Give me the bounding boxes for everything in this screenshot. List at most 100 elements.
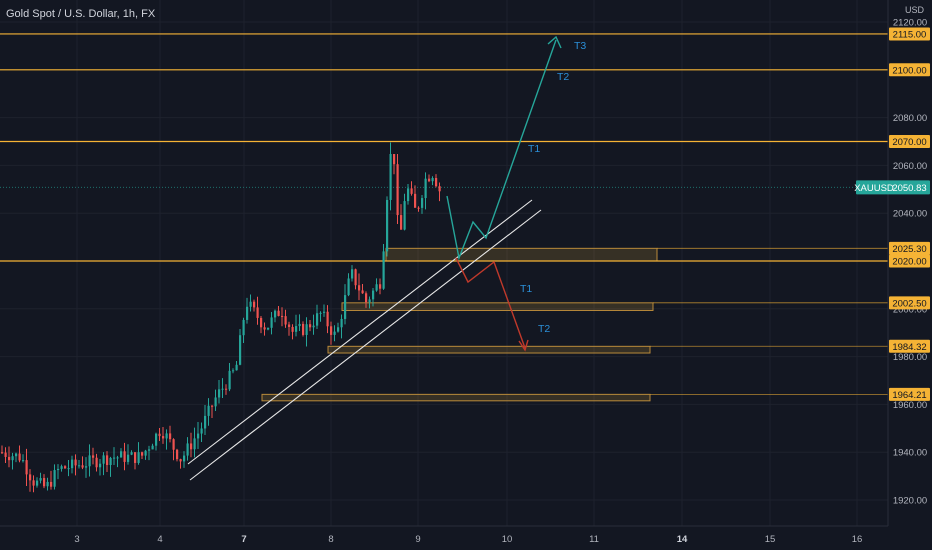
chart-title: Gold Spot / U.S. Dollar, 1h, FX [6, 8, 156, 20]
candle-body [162, 436, 165, 439]
candle-body [347, 278, 350, 296]
candle-body [424, 178, 427, 199]
candle-body [123, 451, 126, 462]
candle-body [400, 215, 403, 230]
candle-body [71, 459, 74, 469]
candle-body [333, 331, 336, 335]
candle-body [15, 453, 18, 457]
time-tick-label: 15 [765, 534, 776, 545]
bearish-target-label: T2 [538, 323, 550, 335]
candle-body [155, 433, 158, 446]
candle-body [396, 164, 399, 216]
price-level-tag [889, 296, 930, 310]
candle-body [120, 451, 123, 458]
time-tick-label: 16 [852, 534, 863, 545]
candle-body [151, 445, 154, 450]
candle-body [340, 318, 343, 328]
candle-body [204, 415, 207, 429]
candle-body [25, 460, 28, 475]
candle-body [50, 481, 53, 487]
candle-body [113, 457, 116, 459]
candle-body [274, 310, 277, 318]
candle-body [116, 457, 119, 459]
current-price-tag [856, 180, 930, 195]
candle-body [190, 443, 193, 450]
candle-body [102, 455, 105, 464]
candle-body [277, 310, 280, 316]
candle-body [29, 474, 32, 481]
bearish-path [455, 257, 526, 349]
candle-body [284, 316, 287, 325]
candle-body [298, 323, 301, 327]
price-level-tag [889, 63, 930, 77]
candle-body [214, 397, 217, 407]
candle-body [270, 317, 273, 328]
candle-body [172, 439, 175, 450]
candle-body [179, 459, 182, 462]
candle-body [211, 405, 214, 407]
price-tick-label: 1940.00 [893, 448, 927, 459]
support-zone [327, 345, 651, 354]
candle-body [57, 468, 60, 471]
price-tick-label: 1980.00 [893, 352, 927, 363]
price-levels [0, 33, 888, 395]
candle-body [8, 456, 11, 461]
trend-line-upper [187, 199, 533, 465]
time-tick-label: 8 [328, 534, 333, 545]
bullish-path-arrowhead [547, 35, 562, 49]
trend-channel [187, 199, 542, 481]
time-axis[interactable]: 3 4 7 8 9 10 11 14 15 16 [74, 534, 862, 545]
candle-body [438, 186, 441, 192]
candle-body [403, 201, 406, 230]
candle-body [309, 324, 312, 328]
price-level-tag [889, 241, 930, 255]
candle-body [64, 466, 67, 469]
zones [261, 247, 658, 402]
candle-body [316, 313, 319, 326]
price-level-tag [889, 254, 930, 268]
candle-body [39, 478, 42, 481]
candle-body [141, 452, 144, 456]
candle-body [176, 449, 179, 460]
candle-body [106, 455, 109, 466]
bullish-path [446, 39, 557, 261]
candle-body [375, 284, 378, 291]
candle-body [127, 454, 130, 462]
time-tick-label: 9 [415, 534, 420, 545]
candle-body [186, 443, 189, 456]
price-level-tag [889, 387, 930, 401]
currency-label: USD [904, 5, 924, 15]
price-tick-label: 2040.00 [893, 209, 927, 220]
candle-body [382, 251, 385, 289]
time-tick-label: 11 [589, 534, 599, 545]
candle-body [358, 285, 361, 291]
candle-body [372, 290, 375, 300]
candle-body [78, 465, 81, 467]
time-tick-label: 4 [157, 534, 162, 545]
candle-body [281, 315, 284, 317]
candle-body [11, 456, 14, 461]
bearish-target-label: T1 [520, 283, 532, 295]
candle-body [92, 455, 95, 458]
candle-body [43, 478, 46, 487]
trend-line-lower [189, 209, 542, 481]
candle-body [263, 327, 266, 330]
time-tick-label: 14 [677, 534, 688, 545]
candle-body [361, 290, 364, 294]
candle-body [165, 433, 168, 439]
price-tick-label: 2120.00 [893, 18, 927, 29]
candle-body [323, 311, 326, 313]
candle-body [46, 481, 49, 487]
candle-body [393, 153, 396, 165]
candle-body [74, 459, 77, 466]
candle-body [221, 388, 224, 390]
candles [1, 142, 441, 493]
candle-body [431, 178, 434, 182]
candle-body [36, 480, 39, 486]
price-level-label: 2100.00 [892, 65, 926, 76]
candle-body [305, 324, 308, 335]
candle-body [183, 455, 186, 462]
symbol-label: XAUUSD [854, 183, 894, 194]
